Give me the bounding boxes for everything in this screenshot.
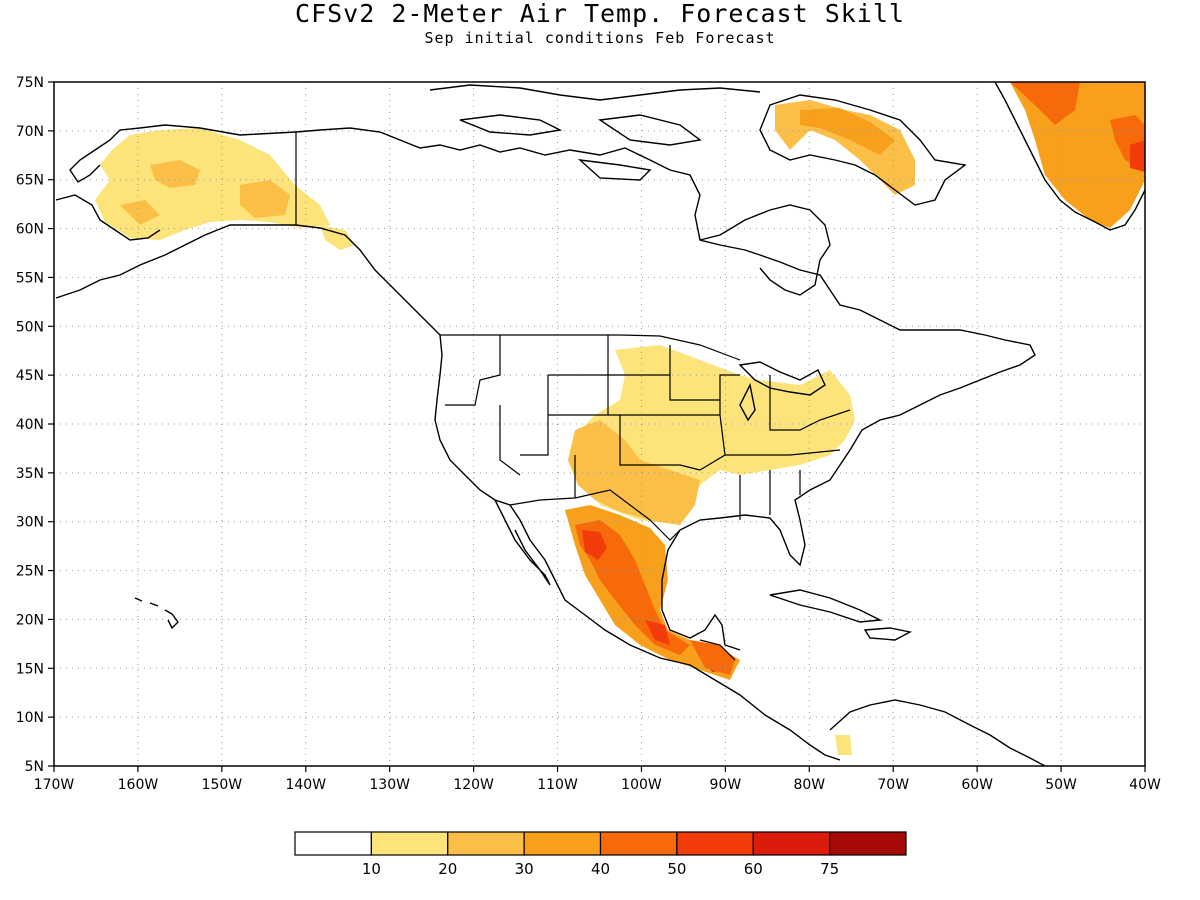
skill-region-greenland-east (1010, 82, 1145, 170)
skill-region-greenland-hot (1130, 140, 1145, 172)
lon-tick-label: 120W (453, 777, 494, 793)
colorbar-label: 60 (744, 860, 763, 878)
colorbar-swatch (370, 831, 449, 856)
border-mexico-guatemala (699, 639, 736, 661)
border-us-canada (440, 334, 741, 361)
skill-region-alaska-core (120, 160, 290, 225)
colorbar-swatch (447, 831, 525, 856)
lon-tick-label: 160W (118, 777, 159, 793)
lat-tick-label: 55N (16, 270, 44, 286)
colorbar-label: 10 (362, 860, 381, 878)
skill-region-baffin-core (800, 108, 895, 155)
lon-tick-label: 100W (621, 777, 662, 793)
coastline-cuba (769, 589, 913, 641)
lon-tick-label: 70W (877, 777, 909, 793)
coastline-south-america (829, 699, 1046, 766)
lat-tick-label: 45N (16, 368, 44, 384)
lon-tick-label: 50W (1045, 777, 1077, 793)
coastline-arctic-islands (429, 84, 761, 181)
coastline-hawaii (134, 597, 179, 630)
coastline-arctic-canada (295, 127, 1036, 466)
lat-tick-label: 15N (16, 661, 44, 677)
coastlines (55, 82, 1145, 766)
colorbar-swatch (599, 831, 678, 856)
state-borders (445, 335, 851, 520)
colorbar-swatch (523, 831, 602, 856)
lat-tick-label: 25N (16, 564, 44, 580)
lat-tick-label: 40N (16, 417, 44, 433)
skill-region-greenland (1010, 82, 1145, 228)
colorbar-label: 40 (591, 860, 610, 878)
lat-tick-label: 70N (16, 124, 44, 140)
lat-tick-label: 10N (16, 710, 44, 726)
skill-region-yukon-coast (320, 225, 355, 250)
lon-tick-label: 140W (285, 777, 326, 793)
map-title: CFSv2 2-Meter Air Temp. Forecast Skill (295, 0, 905, 28)
skill-shading (95, 82, 1145, 755)
lat-tick-label: 60N (16, 222, 44, 238)
border-us-mexico (509, 489, 681, 541)
skill-region-colombia (835, 735, 852, 755)
skill-region-alaska (95, 128, 330, 240)
colorbar-label: 75 (820, 860, 839, 878)
lat-tick-label: 65N (16, 173, 44, 189)
map-axes: 75N 70N 65N 60N 55N 50N 45N 40N 35N 30N 25N 20N 15N 1… (16, 75, 1161, 793)
lon-tick-label: 80W (793, 777, 825, 793)
lon-tick-label: 60W (961, 777, 993, 793)
coastline-baffin (759, 94, 967, 206)
lat-tick-label: 50N (16, 319, 44, 335)
lat-tick-label: 30N (16, 515, 44, 531)
lon-tick-label: 150W (202, 777, 243, 793)
coastline-alaska (55, 124, 441, 336)
coastline-baja (494, 499, 551, 586)
coastline-great-lakes (738, 361, 826, 422)
colorbar-swatch (676, 831, 754, 856)
lon-tick-label: 90W (710, 777, 742, 793)
coastline-gulf (661, 464, 841, 651)
skill-region-southern-plains (568, 420, 700, 525)
coastline-greenland (994, 82, 1145, 231)
lon-tick-label: 130W (369, 777, 410, 793)
colorbar-swatch (752, 831, 831, 856)
lat-tick-label: 75N (16, 75, 44, 91)
lat-tick-label: 35N (16, 466, 44, 482)
colorbar-label: 20 (438, 860, 457, 878)
coastline-pacific (434, 334, 841, 761)
political-borders (295, 132, 851, 661)
skill-region-mexico-core (575, 520, 690, 655)
colorbar-label: 50 (667, 860, 686, 878)
lon-tick-label: 110W (537, 777, 578, 793)
coastline-hudson-bay (699, 204, 831, 296)
lon-tick-label: 40W (1129, 777, 1161, 793)
lat-tick-label: 20N (16, 612, 44, 628)
lon-tick-label: 170W (34, 777, 75, 793)
colorbar-label: 30 (515, 860, 534, 878)
colorbar: 10 20 30 40 50 60 75 (294, 831, 907, 878)
map-subtitle: Sep initial conditions Feb Forecast (424, 29, 776, 47)
colorbar-swatch (829, 831, 907, 856)
colorbar-swatch (294, 831, 372, 856)
lat-tick-label: 5N (25, 759, 44, 775)
